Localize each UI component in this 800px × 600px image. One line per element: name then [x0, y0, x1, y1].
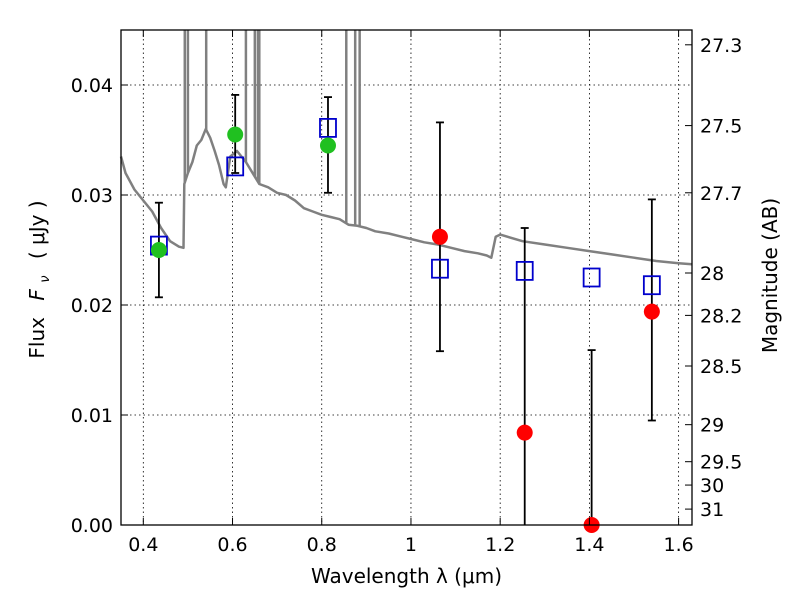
model-photometry-square — [642, 275, 661, 296]
observed-flux-point — [227, 126, 244, 143]
x-tick-label: 1.6 — [664, 534, 694, 556]
model-photometry-square — [582, 267, 601, 288]
y2-tick-label: 27.3 — [700, 35, 742, 57]
x-tick-label: 1 — [405, 534, 417, 556]
x-tick-label: 0.8 — [307, 534, 337, 556]
y-axis-label-text: Flux — [25, 317, 49, 359]
y2-tick-label: 31 — [700, 499, 724, 521]
grid-lines — [121, 30, 692, 526]
model-photometry-square — [431, 258, 449, 279]
y-axis-label: Flux F ν ( μJy ) — [25, 200, 54, 358]
x-tick-label: 1.4 — [574, 534, 604, 556]
x-axis-label: Wavelength λ (μm) — [311, 564, 502, 588]
y2-tick-label: 28.2 — [700, 305, 742, 327]
y-tick-label: 0.03 — [71, 185, 113, 207]
x-tick-label: 0.6 — [217, 534, 247, 556]
y2-tick-label: 27.7 — [700, 183, 742, 205]
y2-tick-label: 27.5 — [700, 116, 742, 138]
y-tick-label: 0.04 — [71, 75, 113, 97]
y-axis-label-symbol: F — [25, 289, 49, 301]
model-photometry-square — [226, 156, 245, 177]
y2-tick-label: 28.5 — [700, 356, 742, 378]
x-tick-label: 0.4 — [128, 534, 158, 556]
observed-flux-point — [319, 137, 336, 154]
plot-frame — [120, 29, 693, 526]
y-axis-label-unit: ( μJy ) — [25, 200, 49, 259]
model-spectrum-line — [119, 127, 693, 266]
y2-tick-label: 28 — [700, 263, 724, 285]
x-tick-label: 1.2 — [485, 534, 515, 556]
axis-ticks: 0.4 0.6 0.8 1 1.2 1.4 1.6 0.00 0.01 0.02 0.03 0.04 2… — [71, 30, 742, 556]
model-photometry-square — [319, 118, 337, 138]
model-photometry-square — [515, 260, 534, 281]
observed-flux-point — [643, 303, 660, 320]
observed-flux-point — [516, 424, 533, 441]
y2-tick-label: 29.5 — [700, 452, 742, 474]
observed-flux-point — [431, 228, 448, 245]
y2-tick-label: 30 — [700, 475, 724, 497]
y2-axis-label: Magnitude (AB) — [758, 198, 782, 353]
y-tick-label: 0.02 — [71, 295, 113, 317]
y-tick-label: 0.00 — [71, 515, 113, 537]
observed-flux-point — [150, 242, 167, 258]
y-tick-label: 0.01 — [71, 405, 113, 427]
y2-tick-label: 29 — [700, 415, 724, 437]
y-axis-label-subscript: ν — [38, 276, 53, 283]
plot-series — [119, 30, 693, 533]
